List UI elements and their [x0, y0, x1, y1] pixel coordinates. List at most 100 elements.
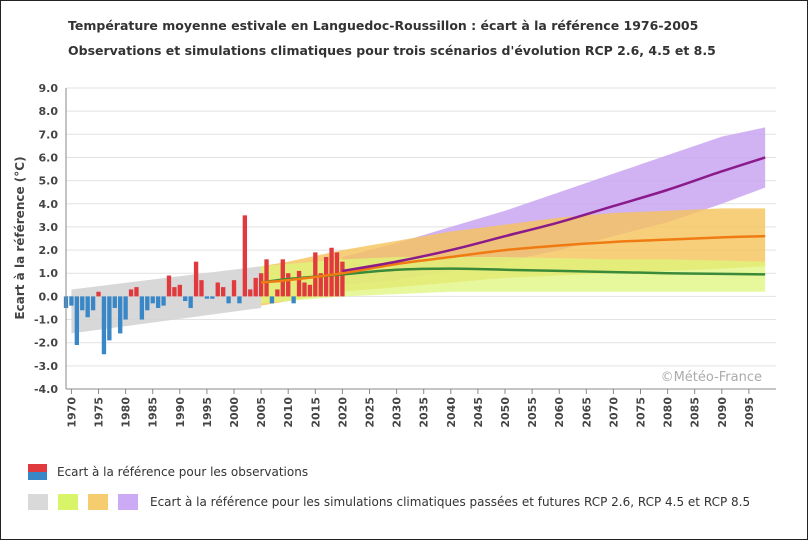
observation-bar-2007 — [269, 296, 275, 304]
x-tick-label: 1985 — [147, 397, 160, 428]
observation-bar-1975 — [96, 291, 101, 297]
observation-bar-2014 — [307, 284, 313, 297]
watermark-text: ©Météo-France — [661, 370, 762, 385]
observation-bar-1982 — [134, 287, 139, 297]
legend-simulation-swatches — [28, 494, 148, 510]
observation-bar-1974 — [90, 296, 96, 311]
observation-bar-2000 — [231, 280, 237, 297]
observation-bar-2006 — [264, 259, 269, 297]
legend-simulations-label: Ecart à la référence pour les simulation… — [150, 495, 751, 509]
observation-bar-1998 — [221, 287, 226, 297]
observation-bar-1983 — [139, 296, 145, 320]
observation-bar-2001 — [237, 296, 242, 304]
observation-bar-1984 — [145, 296, 150, 311]
y-tick-label: 4.0 — [39, 198, 59, 211]
observation-bar-1991 — [183, 296, 188, 302]
x-tick-label: 2015 — [309, 397, 322, 428]
x-tick-label: 2040 — [445, 397, 458, 428]
band-historical — [71, 266, 262, 334]
observation-bar-1995 — [204, 296, 210, 299]
x-tick-label: 1995 — [201, 397, 214, 428]
observation-bar-1971 — [74, 296, 80, 346]
x-tick-label: 2060 — [553, 397, 566, 428]
observation-bar-2008 — [275, 289, 280, 297]
legend-swatch-simulation-0 — [28, 494, 48, 510]
observation-bar-1981 — [128, 289, 134, 297]
legend-simulations: Ecart à la référence pour les simulation… — [28, 494, 750, 510]
y-tick-label: 7.0 — [39, 128, 59, 141]
x-tick-label: 2035 — [418, 397, 431, 428]
observation-bar-1986 — [155, 296, 161, 308]
observation-bar-2005 — [258, 273, 264, 297]
observation-bar-2015 — [313, 252, 318, 297]
observation-bar-1972 — [80, 296, 85, 311]
x-tick-label: 2030 — [391, 397, 404, 428]
x-tick-label: 2020 — [336, 397, 349, 428]
x-tick-label: 2085 — [689, 397, 702, 428]
x-tick-label: 2010 — [282, 397, 295, 428]
x-tick-label: 2080 — [662, 397, 675, 428]
observation-bar-1980 — [123, 296, 128, 320]
observation-bar-2011 — [291, 296, 296, 304]
x-tick-label: 2055 — [526, 397, 539, 428]
simulation-median-lines — [260, 156, 766, 284]
observation-bar-2013 — [302, 282, 307, 297]
chart-title: Température moyenne estivale en Languedo… — [68, 18, 699, 33]
legend-swatch-simulation-3 — [118, 494, 138, 510]
y-tick-label: 1.0 — [39, 267, 59, 280]
x-tick-label: 2070 — [607, 397, 620, 428]
observation-bar-2004 — [253, 277, 258, 297]
y-tick-label: 2.0 — [39, 244, 59, 257]
observation-bar-1976 — [101, 296, 107, 355]
legend-swatch-simulation-1 — [58, 494, 78, 510]
legend-observations-label: Ecart à la référence pour les observatio… — [57, 465, 309, 479]
y-tick-label: 5.0 — [39, 175, 59, 188]
observation-bar-2003 — [248, 289, 253, 297]
observation-bar-1999 — [226, 296, 231, 304]
observation-bar-1988 — [166, 275, 172, 297]
x-tick-label: 2095 — [743, 397, 756, 428]
observation-bar-1994 — [199, 280, 204, 297]
x-tick-label: 1990 — [174, 397, 187, 428]
y-tick-label: 9.0 — [39, 82, 59, 95]
observation-bar-2016 — [318, 273, 323, 297]
axes: -4.0 -3.0 -2.0 -1.0 0.0 1.0 2.0 3.0 4.0 5.0 6.0 7.0… — [34, 82, 776, 428]
observation-bar-2012 — [296, 270, 302, 297]
x-tick-label: 2075 — [635, 397, 648, 428]
y-tick-label: -2.0 — [34, 337, 58, 350]
band-rcp26 — [261, 257, 766, 304]
legend-swatch-simulation-2 — [88, 494, 108, 510]
observation-bar-1992 — [188, 296, 193, 308]
chart-subtitle: Observations et simulations climatiques … — [68, 43, 716, 58]
median-line-rcp45 — [261, 234, 766, 284]
observation-bar-1990 — [177, 284, 182, 297]
observation-bar-1985 — [150, 296, 155, 304]
y-tick-label: 3.0 — [39, 221, 59, 234]
observation-bar-1989 — [172, 287, 177, 297]
x-tick-label: 2025 — [364, 397, 377, 428]
observation-bar-2002 — [242, 215, 248, 297]
y-tick-label: -1.0 — [34, 314, 58, 327]
median-line-rcp85 — [342, 156, 766, 273]
y-tick-label: -3.0 — [34, 360, 58, 373]
observation-bar-1987 — [161, 296, 166, 306]
x-tick-label: 1970 — [65, 397, 78, 428]
x-tick-label: 2045 — [472, 397, 485, 428]
simulation-bands — [71, 127, 766, 334]
legend-swatch-observations — [28, 464, 47, 480]
observation-bar-2020 — [340, 261, 345, 297]
x-tick-label: 2000 — [228, 397, 241, 428]
observation-bar-2010 — [286, 273, 291, 297]
y-tick-label: -4.0 — [34, 383, 58, 396]
y-tick-label: 0.0 — [39, 290, 59, 303]
observation-bar-1977 — [107, 296, 112, 341]
y-axis-label: Ecart à la référence (°C) — [13, 156, 27, 319]
x-tick-label: 2005 — [255, 397, 268, 428]
observation-bar-1973 — [85, 296, 90, 318]
x-tick-label: 1980 — [120, 397, 133, 428]
x-tick-label: 2065 — [580, 397, 593, 428]
observation-bar-1996 — [210, 296, 215, 299]
chart-plot: -4.0 -3.0 -2.0 -1.0 0.0 1.0 2.0 3.0 4.0 5.0 6.0 7.0… — [13, 82, 776, 428]
observation-bar-2018 — [329, 247, 334, 297]
